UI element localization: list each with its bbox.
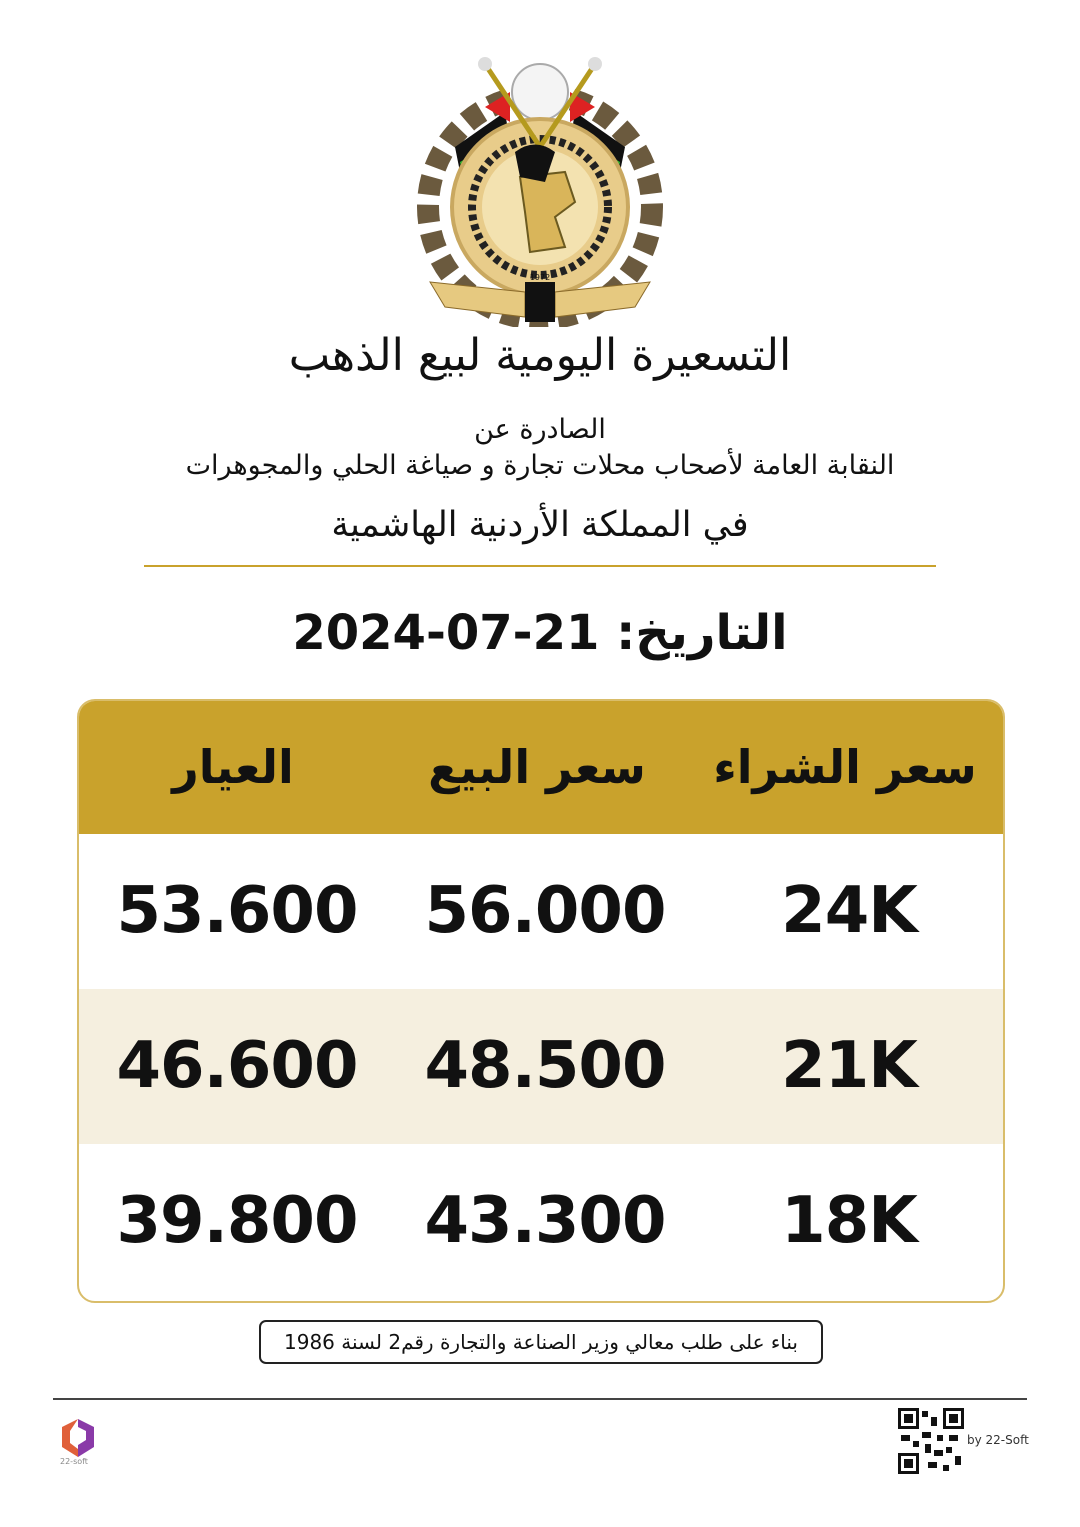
date-line: التاريخ: 21-07-2024 [0, 605, 1080, 661]
table-row: 53.600 56.000 24K [79, 834, 1003, 989]
sell-price: 48.500 [424, 1029, 667, 1103]
svg-text:1972: 1972 [530, 273, 550, 282]
kingdom-name: في المملكة الأردنية الهاشمية [331, 505, 749, 545]
issued-by-text: الصادرة عن [474, 414, 606, 445]
buy-price: 39.800 [116, 1184, 359, 1258]
karat: 21K [781, 1029, 918, 1103]
table-header: سعر الشراء سعر البيع العيار [79, 701, 1003, 834]
buy-price: 46.600 [116, 1029, 359, 1103]
date-value: 21-07-2024 [292, 605, 600, 661]
table-row: 46.600 48.500 21K [79, 989, 1003, 1144]
table-row: 39.800 43.300 18K [79, 1144, 1003, 1299]
gold-price-table: سعر الشراء سعر البيع العيار 53.600 56.00… [77, 699, 1005, 1303]
credit-text: by 22-Soft [967, 1433, 1029, 1447]
karat: 24K [781, 874, 918, 948]
brand-small-text: 22-soft [60, 1457, 88, 1466]
column-header-sell: سعر البيع [428, 740, 646, 794]
sell-price: 56.000 [424, 874, 667, 948]
column-header-karat: العيار [172, 740, 294, 794]
page-title: التسعيرة اليومية لبيع الذهب [288, 330, 792, 381]
union-emblem-logo: 1972 [417, 57, 663, 327]
22-soft-logo [62, 1419, 94, 1457]
buy-price: 53.600 [116, 874, 359, 948]
organization-name: النقابة العامة لأصحاب محلات تجارة و صياغ… [185, 450, 895, 481]
footer-divider [53, 1398, 1027, 1400]
qr-code[interactable] [898, 1408, 964, 1474]
column-header-buy: سعر الشراء [713, 740, 977, 794]
sell-price: 43.300 [424, 1184, 667, 1258]
divider [144, 565, 936, 567]
ministry-note: بناء على طلب معالي وزير الصناعة والتجارة… [259, 1320, 823, 1364]
karat: 18K [781, 1184, 918, 1258]
date-label: التاريخ: [616, 605, 788, 661]
